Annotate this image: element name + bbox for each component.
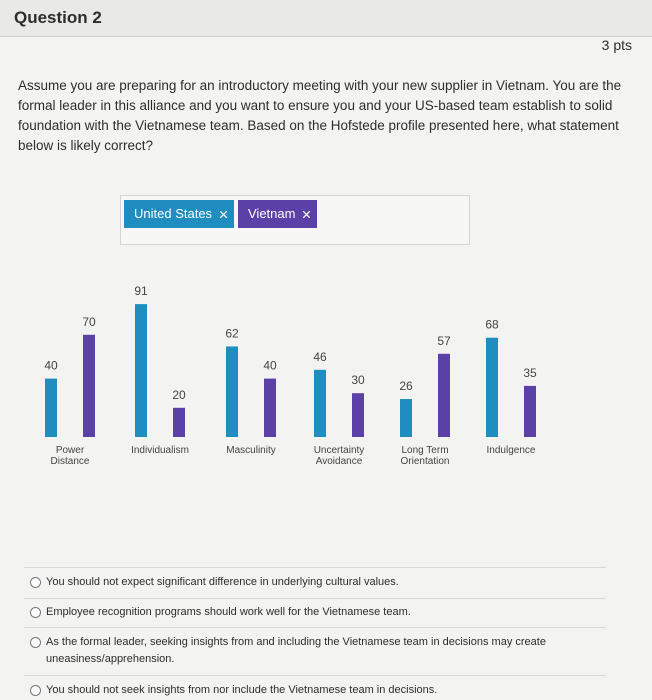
answer-option[interactable]: As the formal leader, seeking insights f… bbox=[30, 634, 590, 668]
answer-option[interactable]: You should not seek insights from nor in… bbox=[30, 682, 590, 699]
x-tick-label: Uncertainty Avoidance bbox=[313, 445, 365, 467]
option-text: Employee recognition programs should wor… bbox=[46, 606, 411, 618]
bar bbox=[226, 346, 238, 437]
data-label: 91 bbox=[134, 284, 148, 298]
x-tick-label: Individualism bbox=[131, 445, 189, 456]
question-header bbox=[0, 0, 652, 37]
x-tick-label: Masculinity bbox=[226, 445, 276, 456]
bar bbox=[135, 304, 147, 437]
bar bbox=[438, 353, 450, 437]
data-label: 40 bbox=[44, 359, 58, 373]
option-text: As the formal leader, seeking insights f… bbox=[46, 636, 546, 665]
data-label: 70 bbox=[82, 315, 96, 329]
separator bbox=[24, 627, 606, 628]
answer-option[interactable]: Employee recognition programs should wor… bbox=[30, 604, 590, 621]
option-text: You should not expect significant differ… bbox=[46, 576, 399, 588]
separator bbox=[24, 598, 606, 599]
data-label: 26 bbox=[399, 379, 413, 393]
data-label: 30 bbox=[351, 373, 365, 387]
data-label: 68 bbox=[485, 318, 499, 332]
chart: 40 70 91 20 62 40 46 30 26 57 68 35 bbox=[44, 284, 537, 437]
radio-button[interactable] bbox=[30, 685, 41, 696]
bar bbox=[45, 378, 57, 437]
data-label: 35 bbox=[523, 366, 537, 380]
bar bbox=[173, 407, 185, 437]
legend-item[interactable]: United States bbox=[124, 200, 235, 228]
radio-button[interactable] bbox=[30, 607, 41, 618]
data-label: 57 bbox=[437, 334, 451, 348]
question-title: Question 2 bbox=[14, 8, 102, 27]
remove-icon[interactable] bbox=[303, 211, 311, 218]
data-label: 20 bbox=[172, 388, 186, 402]
remove-icon[interactable] bbox=[220, 211, 228, 218]
data-label: 62 bbox=[225, 326, 239, 340]
data-label: 46 bbox=[313, 350, 327, 364]
x-tick-label: Long Term Orientation bbox=[400, 445, 450, 467]
points: 3 pts bbox=[601, 37, 632, 53]
x-tick-label: Power Distance bbox=[50, 445, 90, 467]
radio-button[interactable] bbox=[30, 637, 41, 648]
bar bbox=[524, 385, 536, 437]
prompt: Assume you are preparing for an introduc… bbox=[18, 78, 622, 153]
x-tick-label: Indulgence bbox=[486, 445, 536, 456]
legend-item[interactable]: Vietnam bbox=[238, 200, 318, 228]
bar bbox=[352, 393, 364, 437]
option-text: You should not seek insights from nor in… bbox=[46, 684, 438, 696]
bar bbox=[83, 334, 95, 437]
radio-button[interactable] bbox=[30, 577, 41, 588]
bar bbox=[400, 399, 412, 437]
bar bbox=[264, 378, 276, 437]
bar bbox=[314, 369, 326, 437]
separator bbox=[24, 675, 606, 676]
data-label: 40 bbox=[263, 359, 277, 373]
bar bbox=[486, 337, 498, 437]
separator bbox=[24, 567, 606, 568]
answer-option[interactable]: You should not expect significant differ… bbox=[30, 574, 590, 591]
